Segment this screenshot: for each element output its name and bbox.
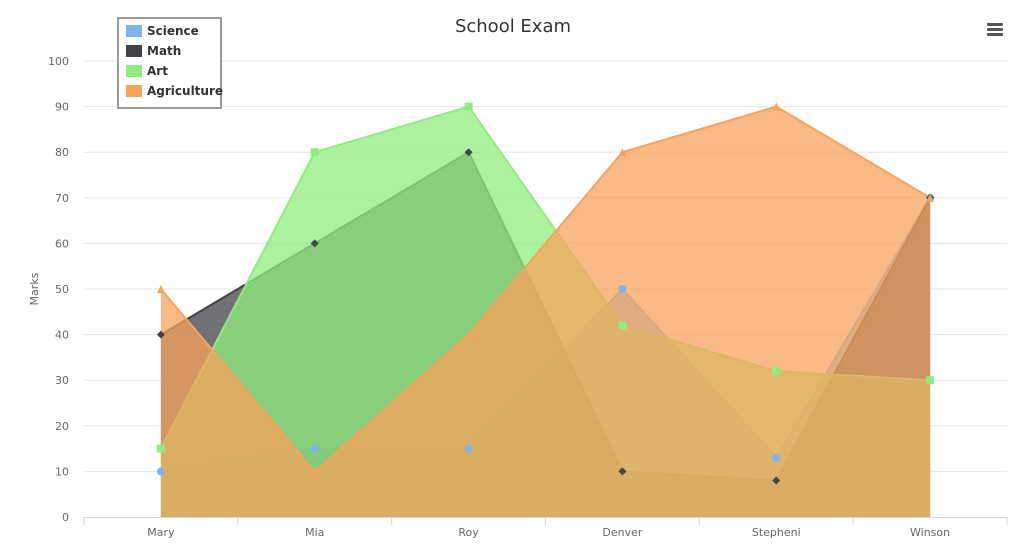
legend-swatch	[126, 65, 142, 77]
chart-title: School Exam	[455, 16, 571, 37]
legend-item-agriculture[interactable]: Agriculture	[126, 84, 223, 98]
data-point[interactable]	[156, 330, 165, 339]
y-tick-label: 70	[55, 192, 69, 205]
data-point[interactable]	[926, 376, 935, 385]
y-tick-label: 50	[55, 283, 69, 296]
data-point[interactable]	[156, 467, 165, 476]
x-tick-label: Roy	[458, 526, 479, 539]
legend-item-science[interactable]: Science	[126, 24, 199, 38]
data-point[interactable]	[618, 148, 627, 157]
legend-item-math[interactable]: Math	[126, 44, 181, 58]
data-point[interactable]	[310, 148, 319, 157]
legend-swatch	[126, 85, 142, 97]
y-tick-label: 90	[55, 101, 69, 114]
data-point[interactable]	[464, 102, 473, 111]
data-point[interactable]	[772, 476, 781, 485]
x-tick-label: Winson	[910, 526, 950, 539]
legend-label: Science	[147, 24, 199, 38]
legend-swatch	[126, 25, 142, 37]
data-point[interactable]	[618, 321, 627, 330]
data-point[interactable]	[772, 453, 781, 462]
y-tick-label: 60	[55, 237, 69, 250]
y-tick-label: 10	[55, 465, 69, 478]
legend-label: Math	[147, 44, 181, 58]
data-point[interactable]	[926, 193, 935, 202]
data-point[interactable]	[310, 467, 319, 476]
x-tick-label: Denver	[602, 526, 642, 539]
legend-label: Agriculture	[147, 84, 223, 98]
hamburger-menu-icon[interactable]	[984, 18, 1006, 40]
data-point[interactable]	[772, 367, 781, 376]
y-tick-label: 100	[48, 55, 69, 68]
menu-bar	[987, 23, 1003, 26]
x-tick-label: Stepheni	[752, 526, 801, 539]
data-point[interactable]	[310, 239, 319, 248]
data-point[interactable]	[156, 285, 165, 293]
legend-item-art[interactable]: Art	[126, 64, 168, 78]
data-point[interactable]	[310, 444, 319, 453]
y-tick-label: 80	[55, 146, 69, 159]
area-agriculture	[160, 106, 931, 517]
menu-bar	[987, 33, 1003, 36]
y-tick-label: 20	[55, 420, 69, 433]
y-tick-label: 0	[62, 511, 69, 524]
data-point[interactable]	[464, 444, 473, 453]
x-tick-label: Mia	[305, 526, 324, 539]
data-point[interactable]	[156, 444, 165, 453]
legend-label: Art	[147, 64, 168, 78]
y-tick-label: 30	[55, 374, 69, 387]
data-point[interactable]	[618, 285, 627, 293]
menu-bar	[987, 28, 1003, 31]
legend-swatch	[126, 45, 142, 57]
data-point[interactable]	[464, 148, 473, 157]
y-tick-label: 40	[55, 329, 69, 342]
y-axis-title: Marks	[28, 272, 41, 305]
data-point[interactable]	[464, 330, 473, 339]
legend: Science Math Art Agriculture	[117, 17, 223, 109]
line-agriculture	[160, 105, 931, 473]
x-tick-label: Mary	[147, 526, 175, 539]
data-point[interactable]	[772, 102, 781, 111]
data-point[interactable]	[618, 467, 627, 476]
